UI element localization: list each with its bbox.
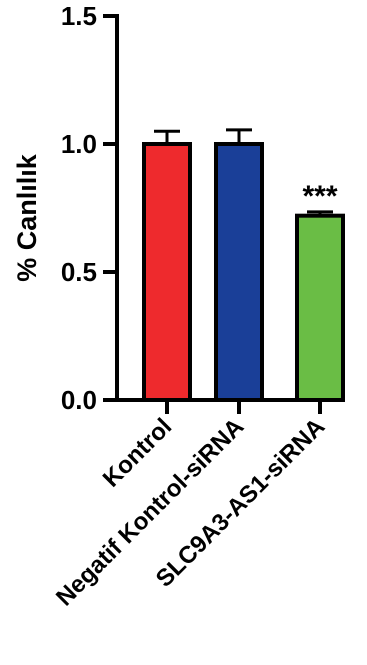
bar [214,142,264,402]
y-tick-label: 0.0 [61,385,97,415]
significance-annotation: *** [302,180,337,213]
bars-layer [142,128,345,402]
bar [295,213,345,402]
y-tick-label: 1.0 [61,129,97,159]
y-tick-label: 0.5 [61,257,97,287]
bar [142,142,192,402]
y-axis-label: % Canlılık [12,153,42,282]
y-tick-label: 1.5 [61,1,97,31]
